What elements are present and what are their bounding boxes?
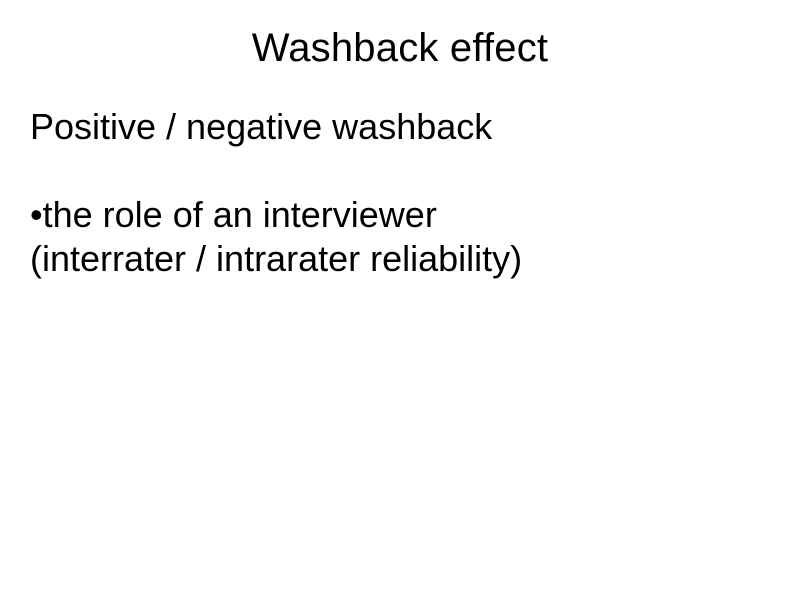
bullet-icon: • [30, 193, 43, 237]
bullet-line-2: (interrater / intrarater reliability) [30, 237, 770, 281]
slide-title: Washback effect [0, 26, 800, 71]
slide: Washback effect Positive / negative wash… [0, 0, 800, 600]
bullet-line-1: the role of an interviewer [43, 194, 437, 235]
slide-body: Positive / negative washback •the role o… [30, 105, 770, 281]
subtitle-text: Positive / negative washback [30, 105, 770, 149]
bullet-item: •the role of an interviewer [30, 193, 770, 237]
